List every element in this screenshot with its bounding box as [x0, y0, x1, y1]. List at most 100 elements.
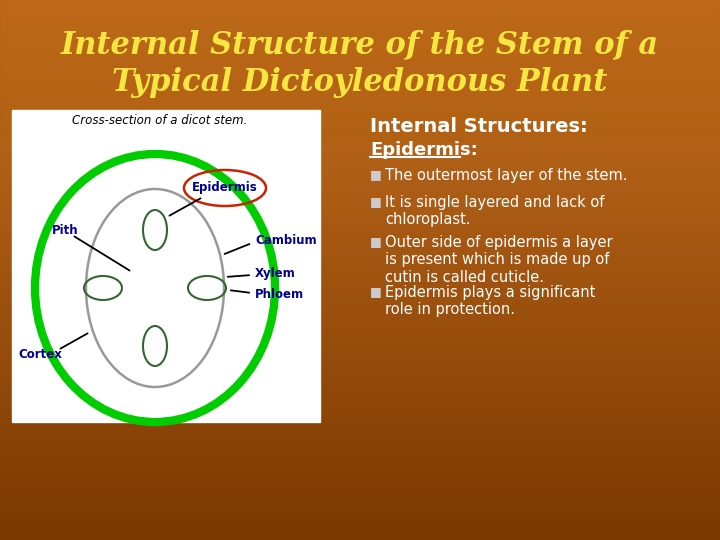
Text: Cross-section of a dicot stem.: Cross-section of a dicot stem. [72, 113, 248, 126]
Bar [0, 444, 720, 453]
Bar [0, 458, 720, 465]
Bar [0, 525, 720, 534]
Bar [0, 53, 720, 60]
Bar [0, 282, 720, 291]
Bar [0, 492, 720, 500]
Bar [0, 19, 720, 27]
Bar [0, 404, 720, 411]
Bar [0, 235, 720, 243]
Bar [0, 478, 720, 486]
Text: ■: ■ [370, 285, 382, 298]
Bar [0, 330, 720, 338]
Bar [0, 532, 720, 540]
Text: Cambium: Cambium [255, 233, 317, 246]
Bar [0, 255, 720, 263]
Text: Internal Structure of the Stem of a: Internal Structure of the Stem of a [61, 30, 659, 60]
Bar [0, 0, 720, 140]
Bar [0, 431, 720, 438]
Bar [0, 195, 720, 202]
Text: ■: ■ [370, 168, 382, 181]
Bar [0, 93, 720, 102]
Text: Cortex: Cortex [18, 348, 62, 361]
Bar [0, 424, 720, 432]
Bar [0, 127, 720, 135]
Bar [0, 141, 720, 148]
Bar [0, 73, 720, 81]
Text: Typical Dictoyledonous Plant: Typical Dictoyledonous Plant [112, 66, 608, 98]
Text: ■: ■ [370, 235, 382, 248]
Bar [0, 228, 720, 237]
Bar [0, 363, 720, 372]
Bar [0, 357, 720, 364]
Bar [0, 289, 720, 297]
Bar [0, 397, 720, 405]
Text: Epidermis: Epidermis [192, 181, 258, 194]
Text: Pith: Pith [52, 224, 78, 237]
Bar [0, 262, 720, 270]
Bar [0, 390, 720, 399]
Bar [0, 370, 720, 378]
Bar [0, 134, 720, 141]
Bar [0, 46, 720, 54]
Bar [0, 66, 720, 74]
Text: Internal Structures:: Internal Structures: [370, 118, 588, 137]
Bar [0, 384, 720, 392]
Bar [0, 303, 720, 310]
Bar [0, 80, 720, 87]
Bar [0, 411, 720, 418]
Text: Phloem: Phloem [255, 288, 304, 301]
Bar [0, 39, 720, 47]
Bar [0, 336, 720, 345]
Bar [0, 161, 720, 168]
Bar [0, 114, 720, 122]
Bar [0, 269, 720, 276]
Bar [0, 120, 720, 128]
Bar [0, 188, 720, 195]
Bar [0, 87, 720, 94]
Text: Epidermis:: Epidermis: [370, 141, 478, 159]
Bar [0, 417, 720, 426]
Bar [0, 60, 720, 68]
Text: ■: ■ [370, 195, 382, 208]
Text: The outermost layer of the stem.: The outermost layer of the stem. [385, 168, 628, 183]
Bar [0, 451, 720, 459]
Bar [0, 201, 720, 209]
Bar [0, 343, 720, 351]
Bar [0, 438, 720, 446]
Text: Xylem: Xylem [255, 267, 296, 280]
Bar [0, 0, 720, 6]
Bar [0, 147, 720, 156]
Bar [0, 215, 720, 222]
Bar [0, 168, 720, 176]
Bar [0, 12, 720, 20]
Bar [0, 6, 720, 14]
Bar [0, 26, 720, 33]
Bar [0, 154, 720, 162]
Bar [0, 33, 720, 40]
Bar [0, 519, 720, 526]
Bar [0, 242, 720, 249]
Bar [0, 174, 720, 183]
Bar [0, 377, 720, 384]
Bar [0, 471, 720, 480]
Bar [0, 505, 720, 513]
Bar [0, 323, 720, 330]
Bar [0, 276, 720, 284]
Bar [0, 249, 720, 256]
Bar [0, 296, 720, 303]
Bar [0, 100, 720, 108]
Bar [0, 208, 720, 216]
Bar [0, 465, 720, 472]
Text: Outer side of epidermis a layer
is present which is made up of
cutin is called c: Outer side of epidermis a layer is prese… [385, 235, 613, 285]
Bar [0, 309, 720, 317]
Text: It is single layered and lack of
chloroplast.: It is single layered and lack of chlorop… [385, 195, 604, 227]
Bar [0, 498, 720, 507]
Bar [0, 316, 720, 324]
Bar [0, 350, 720, 357]
Bar [0, 485, 720, 492]
Bar [0, 222, 720, 230]
Bar [0, 181, 720, 189]
Bar [0, 512, 720, 519]
Text: Epidermis plays a significant
role in protection.: Epidermis plays a significant role in pr… [385, 285, 595, 318]
Bar [0, 107, 720, 115]
